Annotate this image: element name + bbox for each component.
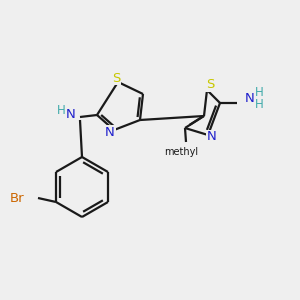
Text: H: H [255, 86, 263, 100]
Text: N: N [245, 92, 255, 106]
Text: H: H [255, 98, 263, 112]
Text: Br: Br [10, 191, 24, 205]
Text: H: H [57, 103, 65, 116]
Text: S: S [112, 71, 120, 85]
Text: S: S [206, 79, 214, 92]
Text: methyl: methyl [164, 147, 198, 157]
Text: N: N [66, 107, 76, 121]
Text: N: N [105, 125, 115, 139]
Text: N: N [207, 130, 217, 143]
